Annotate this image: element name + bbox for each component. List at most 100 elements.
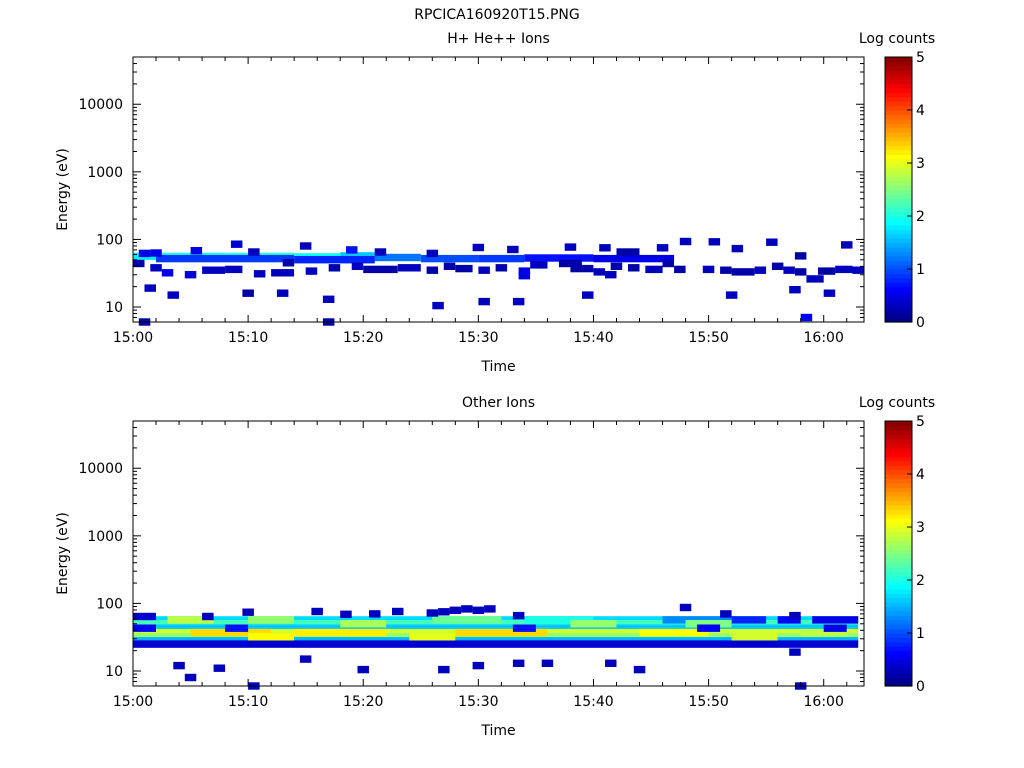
heatmap-cell: [248, 633, 295, 641]
heatmap-cell: [823, 624, 847, 632]
x-tick-label: 15:00: [113, 694, 153, 710]
heatmap-cell: [835, 265, 853, 274]
heatmap-cell: [133, 620, 859, 628]
heatmap-cell: [311, 607, 323, 616]
colorbar-segment: [885, 317, 912, 323]
heatmap-cell: [605, 659, 617, 667]
colorbar-segment: [885, 57, 912, 63]
heatmap-cell: [783, 266, 795, 274]
heatmap-cell: [674, 265, 686, 274]
colorbar-tick-label: 3: [916, 520, 925, 536]
heatmap-cell: [230, 240, 243, 248]
heatmap-cell: [426, 249, 439, 258]
heatmap-cell: [599, 244, 611, 252]
heatmap-cell: [633, 665, 646, 674]
heatmap-cell: [593, 254, 675, 263]
heatmap-cell: [351, 262, 364, 270]
colorbar-segment: [885, 491, 912, 497]
heatmap-cell: [766, 238, 778, 246]
heatmap-cell: [242, 608, 254, 616]
heatmap-cell: [294, 256, 375, 264]
colorbar-segment: [885, 83, 912, 89]
colorbar-segment: [885, 70, 912, 76]
colorbar-segment: [885, 540, 912, 546]
x-tick-label: 15:30: [458, 330, 498, 346]
colorbar-segment: [885, 663, 912, 669]
heatmap-cell: [432, 616, 502, 624]
heatmap-cell: [708, 238, 721, 246]
heatmap-cell: [294, 628, 387, 637]
colorbar-label: Log counts: [859, 31, 935, 47]
colorbar-segment: [885, 425, 912, 431]
colorbar-segment: [885, 421, 912, 427]
colorbar-segment: [885, 251, 912, 257]
colorbar-segment: [885, 637, 912, 643]
colorbar-segment: [885, 216, 912, 222]
colorbar-tick-label: 0: [916, 679, 925, 695]
y-tick-label: 10: [105, 300, 123, 316]
x-tick-label: 15:20: [343, 694, 383, 710]
heatmap-cell: [150, 264, 162, 272]
heatmap-cell: [656, 244, 669, 252]
colorbar-segment: [885, 474, 912, 480]
heatmap-cell: [725, 291, 738, 299]
heatmap-cell: [369, 610, 381, 618]
colorbar-segment: [885, 291, 912, 297]
colorbar-segment: [885, 185, 912, 191]
heatmap-cell: [449, 606, 462, 614]
heatmap-cell: [340, 620, 387, 628]
heatmap-cell: [443, 262, 456, 270]
heatmap-cell: [507, 245, 519, 254]
heatmap-cell: [771, 262, 784, 270]
colorbar-segment: [885, 655, 912, 661]
heatmap-cell: [276, 289, 289, 297]
plot-frame: [132, 56, 865, 323]
heatmap-cell: [564, 243, 577, 251]
colorbar-segment: [885, 496, 912, 502]
heatmap-cell: [570, 264, 594, 273]
colorbar-segment: [885, 110, 912, 116]
heatmap-cell: [852, 266, 864, 274]
heatmap-cell: [697, 624, 721, 632]
x-tick-label: 15:40: [573, 330, 613, 346]
colorbar-segment: [885, 198, 912, 204]
colorbar-tick-label: 4: [916, 467, 925, 483]
colorbar-segment: [885, 242, 912, 248]
colorbar-segment: [885, 588, 912, 594]
colorbar-frame: [884, 420, 913, 687]
colorbar-segment: [885, 269, 912, 275]
heatmap-cell: [133, 624, 156, 632]
heatmap-cell: [605, 271, 617, 279]
colorbar-segment: [885, 92, 912, 98]
heatmap-cell: [754, 266, 767, 274]
x-axis-label: Time: [480, 359, 515, 375]
x-tick-label: 15:10: [228, 694, 268, 710]
colorbar-segment: [885, 79, 912, 85]
colorbar-segment: [885, 299, 912, 305]
colorbar-segment: [885, 114, 912, 120]
colorbar-segment: [885, 500, 912, 506]
heatmap-cell: [610, 262, 623, 270]
colorbar-segment: [885, 672, 912, 678]
heatmap-cell: [138, 249, 151, 258]
heatmap-cell: [472, 661, 485, 670]
heatmap-cell: [340, 610, 352, 618]
heatmap-cell: [789, 611, 801, 620]
heatmap-cell: [789, 286, 801, 294]
colorbar-segment: [885, 482, 912, 488]
colorbar-tick-label: 0: [916, 315, 925, 331]
heatmap-cell: [679, 603, 692, 612]
heatmap-cell: [438, 608, 450, 616]
heatmap-cell: [524, 254, 594, 262]
x-tick-label: 15:20: [343, 330, 383, 346]
y-tick-label: 1000: [87, 165, 123, 181]
plot-frame: [132, 420, 865, 687]
colorbar-segment: [885, 509, 912, 515]
heatmap-cell: [305, 267, 318, 275]
heatmap-cell: [478, 297, 490, 306]
panel-title: Other Ions: [462, 395, 535, 411]
heatmap-cell: [346, 246, 358, 254]
heatmap-cell: [156, 254, 295, 263]
colorbar-segment: [885, 295, 912, 301]
heatmap-cell: [322, 295, 335, 303]
